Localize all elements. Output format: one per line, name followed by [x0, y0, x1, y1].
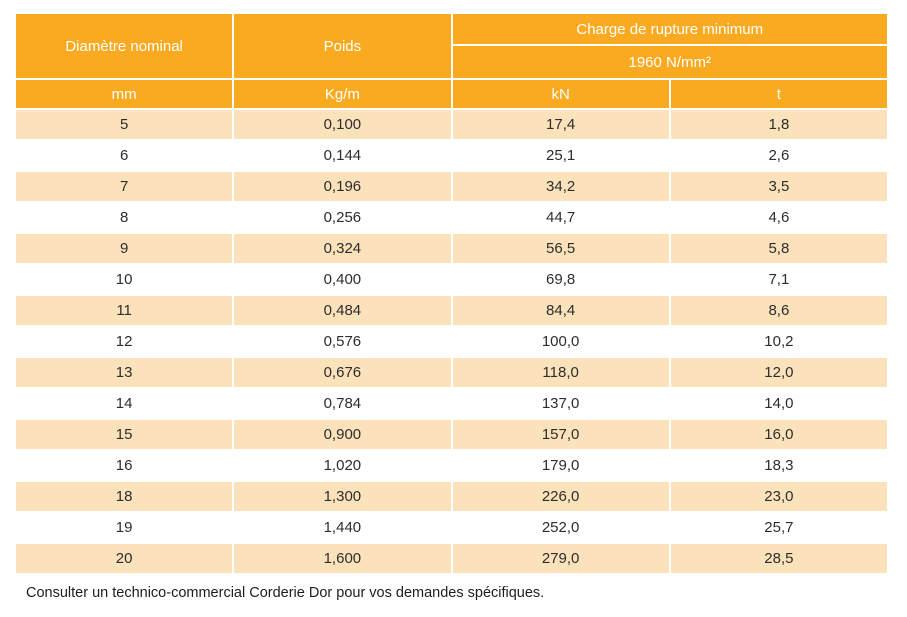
cell-load-t: 28,5: [670, 544, 887, 573]
cell-load-kn: 252,0: [452, 513, 669, 542]
cell-load-kn: 118,0: [452, 358, 669, 387]
cell-load-t: 1,8: [670, 110, 887, 139]
page: Diamètre nominal Poids Charge de rupture…: [14, 12, 889, 601]
cell-weight: 0,676: [234, 358, 451, 387]
table-row: 6 0,144 25,1 2,6: [16, 141, 887, 170]
cell-weight: 0,100: [234, 110, 451, 139]
cell-load-kn: 84,4: [452, 296, 669, 325]
cell-weight: 0,256: [234, 203, 451, 232]
cell-load-kn: 56,5: [452, 234, 669, 263]
cell-load-t: 5,8: [670, 234, 887, 263]
header-row-grade: 1960 N/mm²: [16, 46, 887, 78]
cell-weight: 0,784: [234, 389, 451, 418]
header-row-top: Diamètre nominal Poids Charge de rupture…: [16, 14, 887, 78]
table-header: Diamètre nominal Poids Charge de rupture…: [16, 14, 887, 108]
table-row: 18 1,300 226,0 23,0: [16, 482, 887, 511]
cell-load-t: 7,1: [670, 265, 887, 294]
cell-weight: 0,400: [234, 265, 451, 294]
cell-diameter: 11: [16, 296, 233, 325]
cell-diameter: 8: [16, 203, 233, 232]
cell-diameter: 15: [16, 420, 233, 449]
unit-t: t: [670, 80, 887, 108]
unit-mm: mm: [16, 80, 233, 108]
cell-load-kn: 25,1: [452, 141, 669, 170]
cell-load-kn: 34,2: [452, 172, 669, 201]
cell-load-t: 23,0: [670, 482, 887, 511]
cell-load-kn: 17,4: [452, 110, 669, 139]
cell-load-t: 10,2: [670, 327, 887, 356]
table-row: 8 0,256 44,7 4,6: [16, 203, 887, 232]
cell-load-t: 18,3: [670, 451, 887, 480]
header-weight: Poids: [234, 14, 451, 78]
table-row: 14 0,784 137,0 14,0: [16, 389, 887, 418]
cell-load-kn: 279,0: [452, 544, 669, 573]
table-row: 16 1,020 179,0 18,3: [16, 451, 887, 480]
cell-weight: 1,440: [234, 513, 451, 542]
cell-weight: 1,300: [234, 482, 451, 511]
cell-load-kn: 137,0: [452, 389, 669, 418]
cell-weight: 1,020: [234, 451, 451, 480]
cell-weight: 0,144: [234, 141, 451, 170]
cell-diameter: 10: [16, 265, 233, 294]
cell-diameter: 20: [16, 544, 233, 573]
table-row: 20 1,600 279,0 28,5: [16, 544, 887, 573]
cell-diameter: 14: [16, 389, 233, 418]
cell-load-kn: 179,0: [452, 451, 669, 480]
cell-load-t: 12,0: [670, 358, 887, 387]
cell-load-t: 2,6: [670, 141, 887, 170]
cell-diameter: 16: [16, 451, 233, 480]
cell-load-kn: 69,8: [452, 265, 669, 294]
cell-load-kn: 157,0: [452, 420, 669, 449]
cell-diameter: 5: [16, 110, 233, 139]
unit-kgm: Kg/m: [234, 80, 451, 108]
cell-load-kn: 226,0: [452, 482, 669, 511]
cell-load-kn: 100,0: [452, 327, 669, 356]
cell-weight: 0,324: [234, 234, 451, 263]
header-breaking-load: Charge de rupture minimum: [452, 14, 887, 44]
cell-weight: 0,484: [234, 296, 451, 325]
cell-load-t: 25,7: [670, 513, 887, 542]
table-body: 5 0,100 17,4 1,8 6 0,144 25,1 2,6 7 0,19…: [16, 110, 887, 573]
cell-load-kn: 44,7: [452, 203, 669, 232]
table-row: 15 0,900 157,0 16,0: [16, 420, 887, 449]
header-row-units: mm Kg/m kN t: [16, 80, 887, 108]
cell-weight: 0,196: [234, 172, 451, 201]
cell-diameter: 12: [16, 327, 233, 356]
cell-diameter: 6: [16, 141, 233, 170]
cell-diameter: 18: [16, 482, 233, 511]
footer-note: Consulter un technico-commercial Corderi…: [26, 585, 545, 601]
table-row: 13 0,676 118,0 12,0: [16, 358, 887, 387]
cell-load-t: 3,5: [670, 172, 887, 201]
table-row: 5 0,100 17,4 1,8: [16, 110, 887, 139]
table-row: 9 0,324 56,5 5,8: [16, 234, 887, 263]
specs-table: Diamètre nominal Poids Charge de rupture…: [14, 12, 889, 575]
unit-kn: kN: [452, 80, 669, 108]
table-row: 7 0,196 34,2 3,5: [16, 172, 887, 201]
cell-load-t: 4,6: [670, 203, 887, 232]
cell-diameter: 7: [16, 172, 233, 201]
cell-diameter: 13: [16, 358, 233, 387]
table-row: 10 0,400 69,8 7,1: [16, 265, 887, 294]
table-row: 12 0,576 100,0 10,2: [16, 327, 887, 356]
cell-load-t: 16,0: [670, 420, 887, 449]
header-diameter: Diamètre nominal: [16, 14, 233, 78]
table-row: 11 0,484 84,4 8,6: [16, 296, 887, 325]
cell-diameter: 19: [16, 513, 233, 542]
cell-weight: 1,600: [234, 544, 451, 573]
cell-diameter: 9: [16, 234, 233, 263]
cell-weight: 0,576: [234, 327, 451, 356]
cell-weight: 0,900: [234, 420, 451, 449]
cell-load-t: 14,0: [670, 389, 887, 418]
table-row: 19 1,440 252,0 25,7: [16, 513, 887, 542]
cell-load-t: 8,6: [670, 296, 887, 325]
header-grade: 1960 N/mm²: [452, 46, 887, 78]
